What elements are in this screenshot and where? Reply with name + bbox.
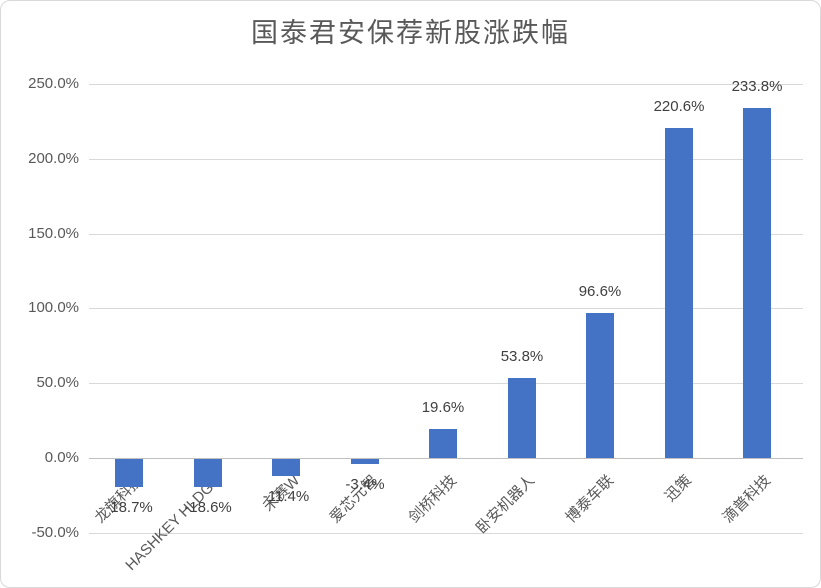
bar [586, 313, 614, 458]
y-gridline [89, 533, 803, 534]
y-tick-label: -50.0% [31, 524, 79, 541]
category-label: 卧安机器人 [472, 472, 539, 538]
bar-value-label: 53.8% [500, 348, 544, 365]
y-gridline [89, 308, 803, 309]
y-gridline [89, 159, 803, 160]
y-tick-label: 250.0% [28, 75, 79, 92]
y-tick-label: 50.0% [36, 374, 79, 391]
bar-value-label: -18.7% [105, 499, 153, 516]
y-tick-label: 100.0% [28, 299, 79, 316]
y-tick-label: 150.0% [28, 225, 79, 242]
chart-title: 国泰君安保荐新股涨跌幅 [251, 18, 570, 48]
bar-value-label: 96.6% [578, 283, 622, 300]
bar [115, 459, 143, 487]
bar-value-label: -3.4% [345, 476, 385, 493]
bar [351, 459, 379, 464]
bar [272, 459, 300, 476]
bar [743, 108, 771, 458]
bar [665, 128, 693, 458]
y-gridline [89, 84, 803, 85]
bar [194, 459, 222, 487]
y-tick-label: 200.0% [28, 150, 79, 167]
bar-value-label: 233.8% [731, 78, 783, 95]
category-label: 剑桥科技 [405, 472, 461, 527]
y-gridline [89, 383, 803, 384]
bar-value-label: 220.6% [653, 98, 705, 115]
bar [508, 378, 536, 458]
bar-value-label: -11.4% [262, 488, 310, 505]
bar-value-label: 19.6% [421, 399, 465, 416]
category-label: 博泰车联 [562, 472, 618, 527]
zero-axis-line [89, 458, 803, 459]
category-label: 迅策 [661, 472, 696, 506]
y-tick-label: 0.0% [44, 449, 79, 466]
y-gridline [89, 234, 803, 235]
bar-value-label: -18.6% [184, 499, 232, 516]
category-label: 滴普科技 [719, 472, 775, 527]
bar [429, 429, 457, 458]
